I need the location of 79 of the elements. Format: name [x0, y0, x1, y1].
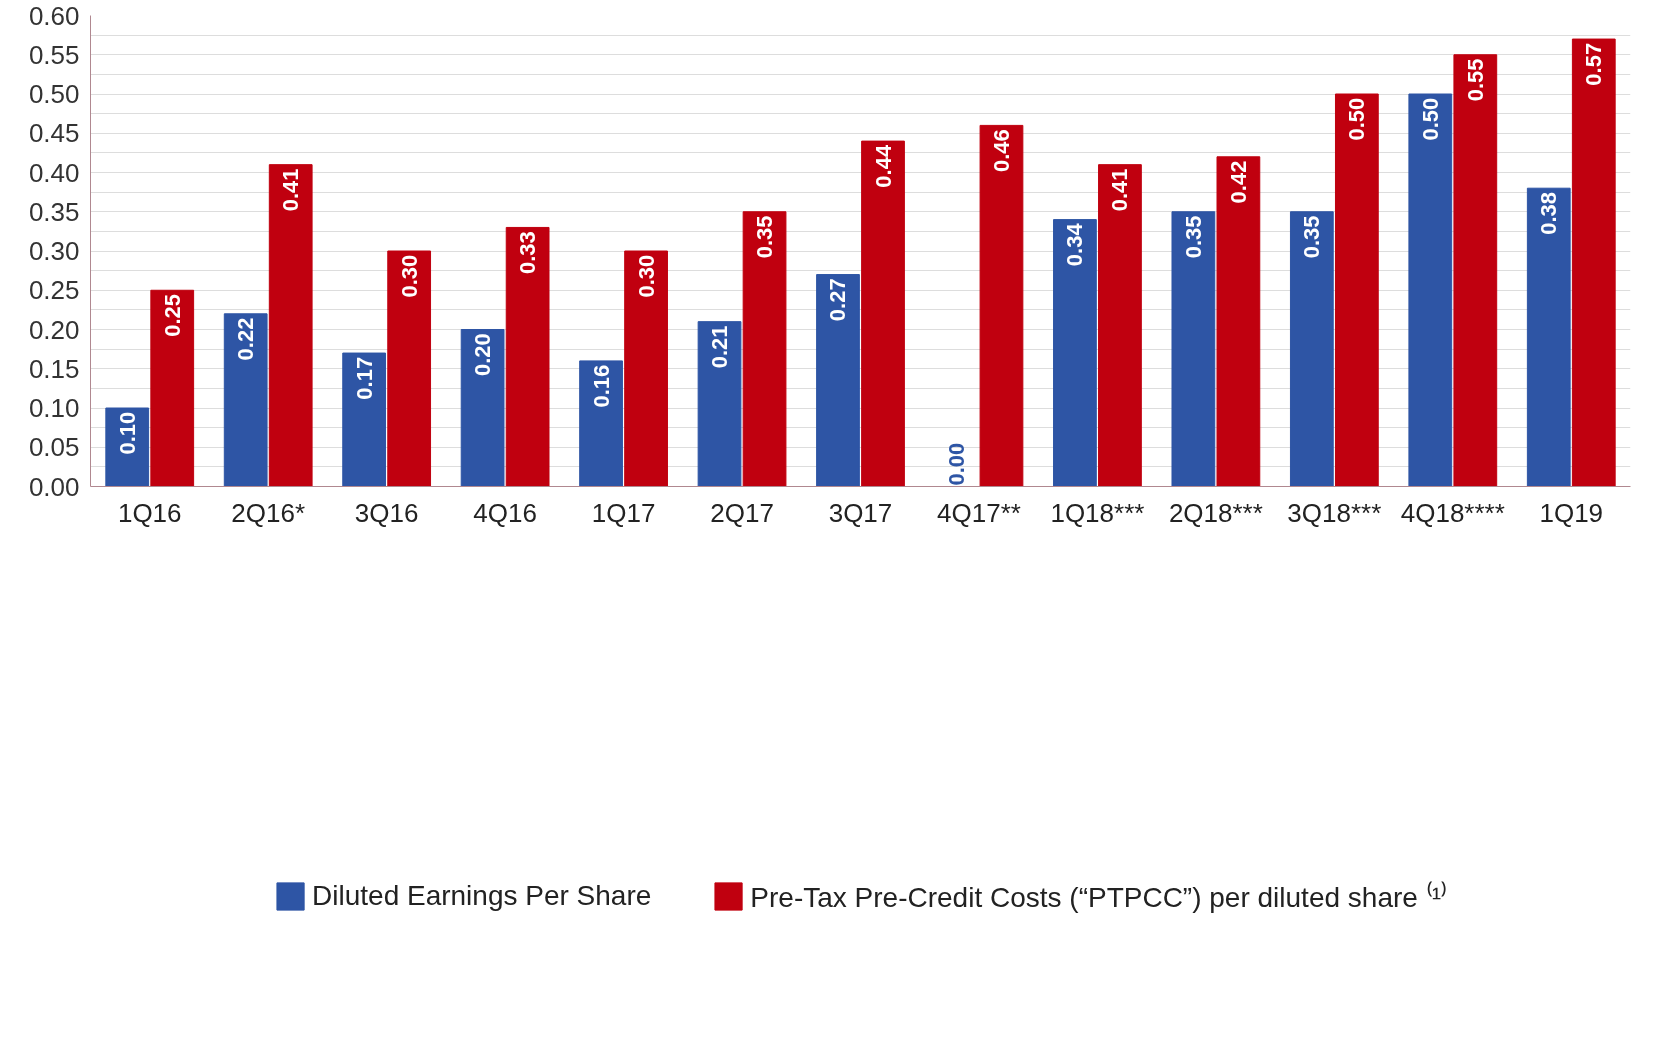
data-label: 0.41 [278, 168, 304, 212]
data-label: 0.50 [1417, 97, 1443, 141]
y-tick-label: 0.60 [28, 0, 80, 31]
data-label: 0.50 [1344, 97, 1370, 141]
y-tick-label: 0.15 [28, 353, 80, 384]
bar [1453, 54, 1498, 487]
y-tick-label: 0.55 [28, 39, 80, 70]
data-label: 0.41 [1107, 168, 1133, 212]
bar [1171, 211, 1216, 487]
data-label: 0.22 [233, 317, 259, 361]
x-tick-label: 2Q17 [710, 497, 774, 528]
bar [624, 250, 668, 487]
bar [579, 360, 623, 487]
data-label: 0.42 [1225, 160, 1251, 204]
bar [979, 124, 1024, 487]
data-label: 0.30 [396, 254, 422, 298]
data-label: 0.34 [1062, 222, 1088, 267]
data-label: 0.25 [159, 294, 185, 337]
x-tick-label: 3Q17 [828, 497, 893, 528]
y-tick-label: 0.25 [28, 275, 80, 306]
x-tick-label: 3Q18*** [1287, 497, 1382, 528]
bar [460, 329, 505, 487]
bar [1216, 156, 1261, 487]
data-label: 0.17 [351, 356, 377, 400]
bar [505, 226, 550, 487]
bar [697, 321, 742, 487]
x-tick-label: 3Q16 [354, 497, 419, 528]
bar [742, 211, 787, 487]
bar [268, 164, 313, 487]
data-label: 0.30 [633, 254, 659, 298]
x-tick-label: 4Q16 [473, 497, 537, 528]
data-label: 0.21 [707, 325, 733, 369]
y-tick-label: 0.20 [28, 314, 80, 345]
bar [1526, 187, 1571, 487]
x-tick-label: 2Q18*** [1168, 497, 1263, 528]
data-label: 0.16 [588, 364, 614, 408]
bar [1098, 164, 1142, 487]
data-label: 0.35 [752, 215, 778, 259]
bar [816, 274, 860, 487]
data-label: 0.00 [943, 442, 969, 486]
data-label: 0.10 [114, 411, 140, 455]
legend-label: Pre-Tax Pre-Credit Costs (“PTPCC”) per diluted share ⁽¹⁾ [750, 880, 1447, 915]
bar [1334, 93, 1379, 487]
data-label: 0.33 [515, 231, 541, 275]
bar [1053, 219, 1097, 487]
x-tick-label: 1Q19 [1539, 497, 1604, 528]
x-tick-label: 1Q16 [117, 497, 182, 528]
bar [387, 250, 432, 487]
y-tick-label: 0.00 [28, 471, 80, 502]
x-tick-label: 2Q16* [231, 497, 306, 528]
y-tick-label: 0.50 [28, 79, 80, 109]
y-tick-label: 0.40 [28, 157, 80, 188]
x-tick-label: 4Q17** [937, 497, 1021, 528]
bar [342, 352, 387, 487]
y-tick-label: 0.35 [28, 196, 80, 227]
x-tick-label: 4Q18**** [1400, 497, 1505, 528]
data-label: 0.35 [1299, 215, 1325, 259]
legend-label: Diluted Earnings Per Share [312, 878, 652, 913]
y-tick-label: 0.30 [28, 236, 80, 266]
bar [105, 407, 150, 487]
data-label: 0.46 [988, 129, 1014, 172]
bar [861, 140, 905, 487]
bar [1289, 211, 1334, 487]
x-tick-label: 1Q17 [591, 497, 656, 528]
data-label: 0.44 [870, 144, 896, 188]
y-tick-label: 0.45 [28, 118, 80, 149]
bar [1571, 38, 1616, 487]
data-label: 0.35 [1180, 215, 1206, 259]
data-label: 0.20 [470, 333, 496, 377]
bar [1408, 93, 1453, 487]
y-tick-label: 0.10 [28, 393, 80, 423]
data-label: 0.27 [825, 278, 851, 322]
x-tick-label: 1Q18*** [1050, 497, 1145, 528]
data-label: 0.38 [1536, 191, 1562, 235]
bar [150, 289, 195, 487]
data-label: 0.57 [1581, 42, 1607, 86]
bar [223, 313, 268, 487]
y-tick-label: 0.05 [28, 432, 80, 463]
data-label: 0.55 [1462, 58, 1488, 102]
